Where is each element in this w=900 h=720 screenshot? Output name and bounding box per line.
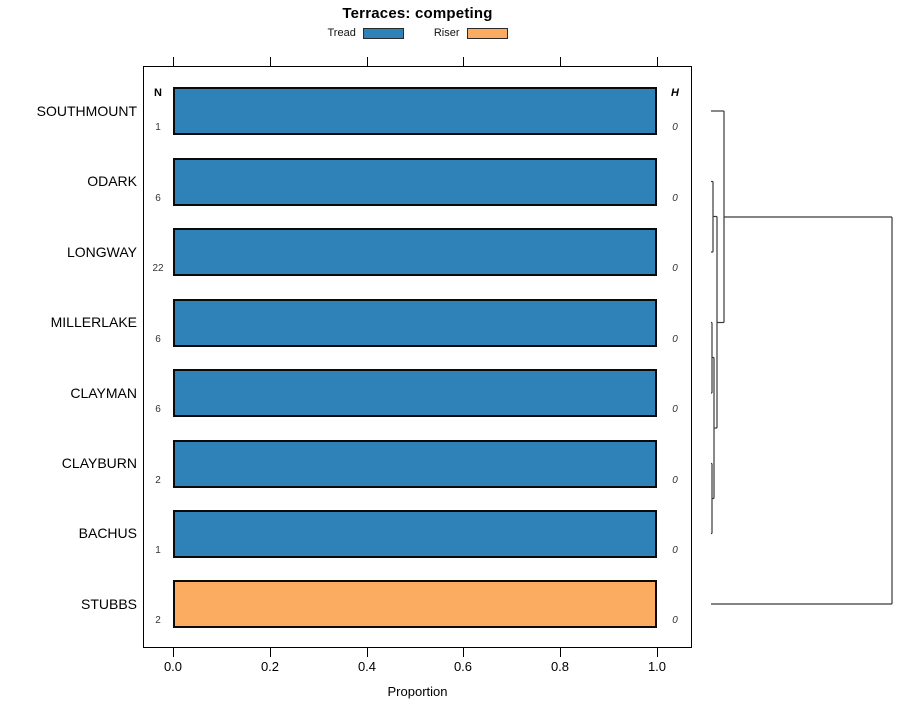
n-column-header: N <box>154 87 162 99</box>
tick-top <box>463 57 464 66</box>
row-label-clayburn: CLAYBURN <box>61 455 137 471</box>
x-tick-label: 1.0 <box>647 659 667 674</box>
row-label-odark: ODARK <box>87 173 137 189</box>
row-label-bachus: BACHUS <box>78 525 137 541</box>
bar-longway <box>173 228 657 276</box>
bar-clayman <box>173 369 657 417</box>
bar-millerlake <box>173 298 657 347</box>
tick-bottom <box>463 648 464 657</box>
tick-bottom <box>657 648 658 657</box>
row-label-stubbs: STUBBS <box>80 595 137 612</box>
row-label-southmount: SOUTHMOUNT <box>36 102 137 119</box>
h-value-millerlake: 0 <box>672 333 678 345</box>
tick-bottom <box>560 648 561 657</box>
n-value-bachus: 1 <box>155 544 161 556</box>
x-tick-label: 0.4 <box>357 659 377 674</box>
tick-bottom <box>173 648 174 657</box>
plot-box <box>143 66 692 648</box>
bar-clayburn <box>173 439 657 488</box>
n-value-stubbs: 2 <box>155 615 161 626</box>
bar-odark <box>173 157 657 206</box>
row-label-millerlake: MILLERLAKE <box>50 314 137 330</box>
bar-bachus <box>173 509 657 558</box>
legend: Tread Riser <box>143 26 692 40</box>
bar-stubbs <box>173 580 657 628</box>
h-column-header: H <box>671 87 679 99</box>
n-value-odark: 6 <box>155 192 161 204</box>
dendrogram <box>711 110 893 605</box>
bar-southmount <box>173 87 657 135</box>
legend-swatch-riser <box>466 27 508 39</box>
x-axis-label: Proportion <box>387 684 448 699</box>
legend-item-riser: Riser <box>434 27 508 39</box>
n-value-southmount: 1 <box>155 122 161 133</box>
x-tick-label: 0.0 <box>163 659 183 674</box>
h-value-odark: 0 <box>672 192 678 204</box>
tick-top <box>560 57 561 66</box>
row-label-clayman: CLAYMAN <box>70 384 137 401</box>
tick-top <box>270 57 271 66</box>
n-value-clayburn: 2 <box>155 474 161 486</box>
n-value-longway: 22 <box>152 263 164 274</box>
h-value-stubbs: 0 <box>672 615 678 626</box>
n-value-clayman: 6 <box>155 404 161 415</box>
x-tick-label: 0.2 <box>260 659 280 674</box>
x-tick-label: 0.8 <box>550 659 570 674</box>
h-value-clayburn: 0 <box>672 474 678 486</box>
n-value-millerlake: 6 <box>155 333 161 345</box>
tick-bottom <box>367 648 368 657</box>
legend-label: Tread <box>327 27 356 39</box>
h-value-longway: 0 <box>672 263 678 274</box>
legend-item-tread: Tread <box>328 27 404 39</box>
tick-bottom <box>270 648 271 657</box>
legend-label: Riser <box>433 27 460 39</box>
tick-top <box>657 57 658 66</box>
h-value-southmount: 0 <box>672 122 678 133</box>
tick-top <box>367 57 368 66</box>
h-value-bachus: 0 <box>672 544 678 556</box>
legend-swatch-tread <box>362 27 404 39</box>
x-tick-label: 0.6 <box>453 659 473 674</box>
row-label-longway: LONGWAY <box>66 243 137 260</box>
tick-top <box>173 57 174 66</box>
chart-title: Terraces: competing <box>342 5 493 22</box>
h-value-clayman: 0 <box>672 404 678 415</box>
